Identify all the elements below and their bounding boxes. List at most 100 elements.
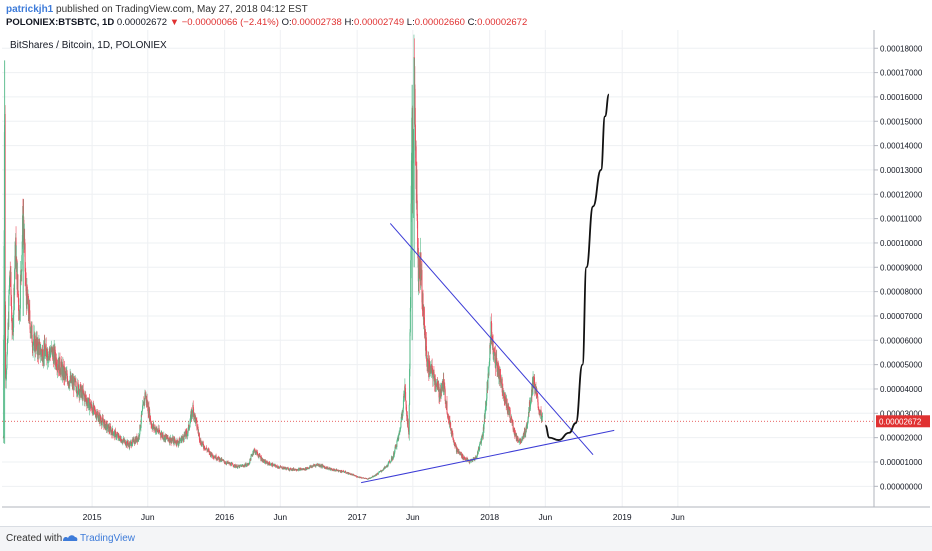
- candle-body: [429, 366, 431, 372]
- candle-body: [142, 403, 144, 405]
- candle-body: [8, 277, 10, 291]
- x-tick-label: Jun: [538, 512, 552, 522]
- candle-body: [417, 247, 419, 282]
- descending-trendline[interactable]: [389, 223, 594, 456]
- chart-header: patrickjh1 published on TradingView.com,…: [0, 0, 932, 30]
- candle-body: [529, 406, 531, 409]
- candle-body: [307, 468, 309, 469]
- candle-body: [14, 255, 16, 270]
- candle-body: [436, 383, 438, 384]
- candle-body: [407, 420, 409, 428]
- candle-body: [151, 424, 153, 428]
- tradingview-brand[interactable]: TradingView: [80, 533, 136, 544]
- candle-body: [62, 366, 64, 377]
- candle-body: [240, 465, 242, 467]
- candle-body: [174, 441, 176, 443]
- candle-body: [195, 418, 197, 419]
- projection-brush[interactable]: [544, 93, 610, 441]
- candle-body: [164, 436, 166, 441]
- y-tick-label: 0.00006000: [880, 336, 923, 345]
- candle-body: [107, 428, 109, 430]
- candle-body: [218, 456, 220, 458]
- candle-body: [131, 444, 133, 446]
- candle-body: [193, 408, 195, 417]
- candle-body: [80, 391, 82, 398]
- author-link[interactable]: patrickjh1: [6, 4, 54, 15]
- candle-body: [351, 473, 353, 475]
- candle-body: [450, 422, 452, 431]
- candle-body: [102, 417, 104, 420]
- candle-body: [168, 438, 170, 441]
- candle-body: [140, 427, 142, 430]
- candle-body: [149, 415, 151, 421]
- x-tick-label: 2017: [348, 512, 367, 522]
- candle-body: [77, 384, 79, 394]
- y-tick-label: 0.00009000: [880, 263, 923, 272]
- candle-body: [186, 431, 188, 434]
- candle-body: [422, 293, 424, 311]
- candle-body: [134, 443, 136, 444]
- candle-body: [457, 448, 459, 452]
- candle-body: [405, 404, 407, 412]
- candle-body: [68, 382, 70, 385]
- candle-body: [141, 409, 143, 412]
- y-tick-label: 0.00005000: [880, 361, 923, 370]
- candle-body: [404, 384, 406, 393]
- candle-body: [270, 464, 272, 466]
- candle-body: [392, 456, 394, 459]
- candle-body: [462, 458, 464, 459]
- symbol-label: POLONIEX:BTSBTC, 1D: [6, 17, 115, 28]
- candle-body: [409, 368, 411, 405]
- candle-body: [230, 463, 232, 466]
- candle-body: [454, 443, 456, 447]
- candle-body: [114, 430, 116, 438]
- candle-body: [340, 470, 342, 472]
- candle-body: [38, 343, 40, 356]
- candle-body: [328, 468, 330, 470]
- tradingview-logo-icon: [63, 535, 78, 541]
- candle-body: [108, 426, 110, 431]
- candle-body: [7, 339, 9, 343]
- candle-body: [259, 456, 261, 458]
- created-with-text: Created with: [6, 533, 63, 544]
- candle-body: [483, 423, 485, 430]
- candle-body: [146, 399, 148, 405]
- chart-container[interactable]: 0.00018000 0.00017000 0.00016000 0.00015000…: [2, 30, 930, 531]
- candle-body: [276, 466, 278, 468]
- y-tick-label: 0.00015000: [880, 117, 923, 126]
- candle-body: [401, 412, 403, 419]
- candle-body: [32, 344, 34, 351]
- candle-body: [534, 390, 536, 394]
- candle-body: [25, 278, 27, 285]
- candle-body: [426, 350, 428, 362]
- candle-body: [38, 342, 40, 344]
- candle-body: [481, 436, 483, 438]
- candle-body: [166, 436, 168, 439]
- price-chart[interactable]: 0.00018000 0.00017000 0.00016000 0.00015000…: [2, 30, 930, 526]
- candle-body: [354, 475, 356, 476]
- y-tick-label: 0.00003000: [880, 409, 923, 418]
- candle-body: [46, 349, 48, 358]
- ascending-trendline[interactable]: [361, 429, 615, 484]
- candle-body: [42, 360, 44, 362]
- candle-body: [97, 414, 99, 422]
- candle-body: [153, 424, 155, 429]
- candle-body: [287, 468, 289, 470]
- candle-body: [130, 441, 132, 447]
- x-tick-label: 2015: [83, 512, 102, 522]
- candle-body: [516, 436, 518, 440]
- candle-body: [81, 387, 83, 394]
- candle-body: [116, 434, 118, 436]
- candle-body: [528, 412, 530, 417]
- candle-body: [443, 384, 445, 387]
- candle-body: [162, 434, 164, 439]
- candle-body: [458, 452, 460, 454]
- candle-body: [186, 434, 188, 437]
- candle-body: [122, 440, 124, 441]
- candle-body: [88, 398, 90, 404]
- candle-body: [435, 383, 437, 387]
- candle-body: [205, 448, 207, 449]
- candle-body: [321, 464, 323, 468]
- candles: [2, 34, 543, 480]
- candle-body: [397, 438, 399, 440]
